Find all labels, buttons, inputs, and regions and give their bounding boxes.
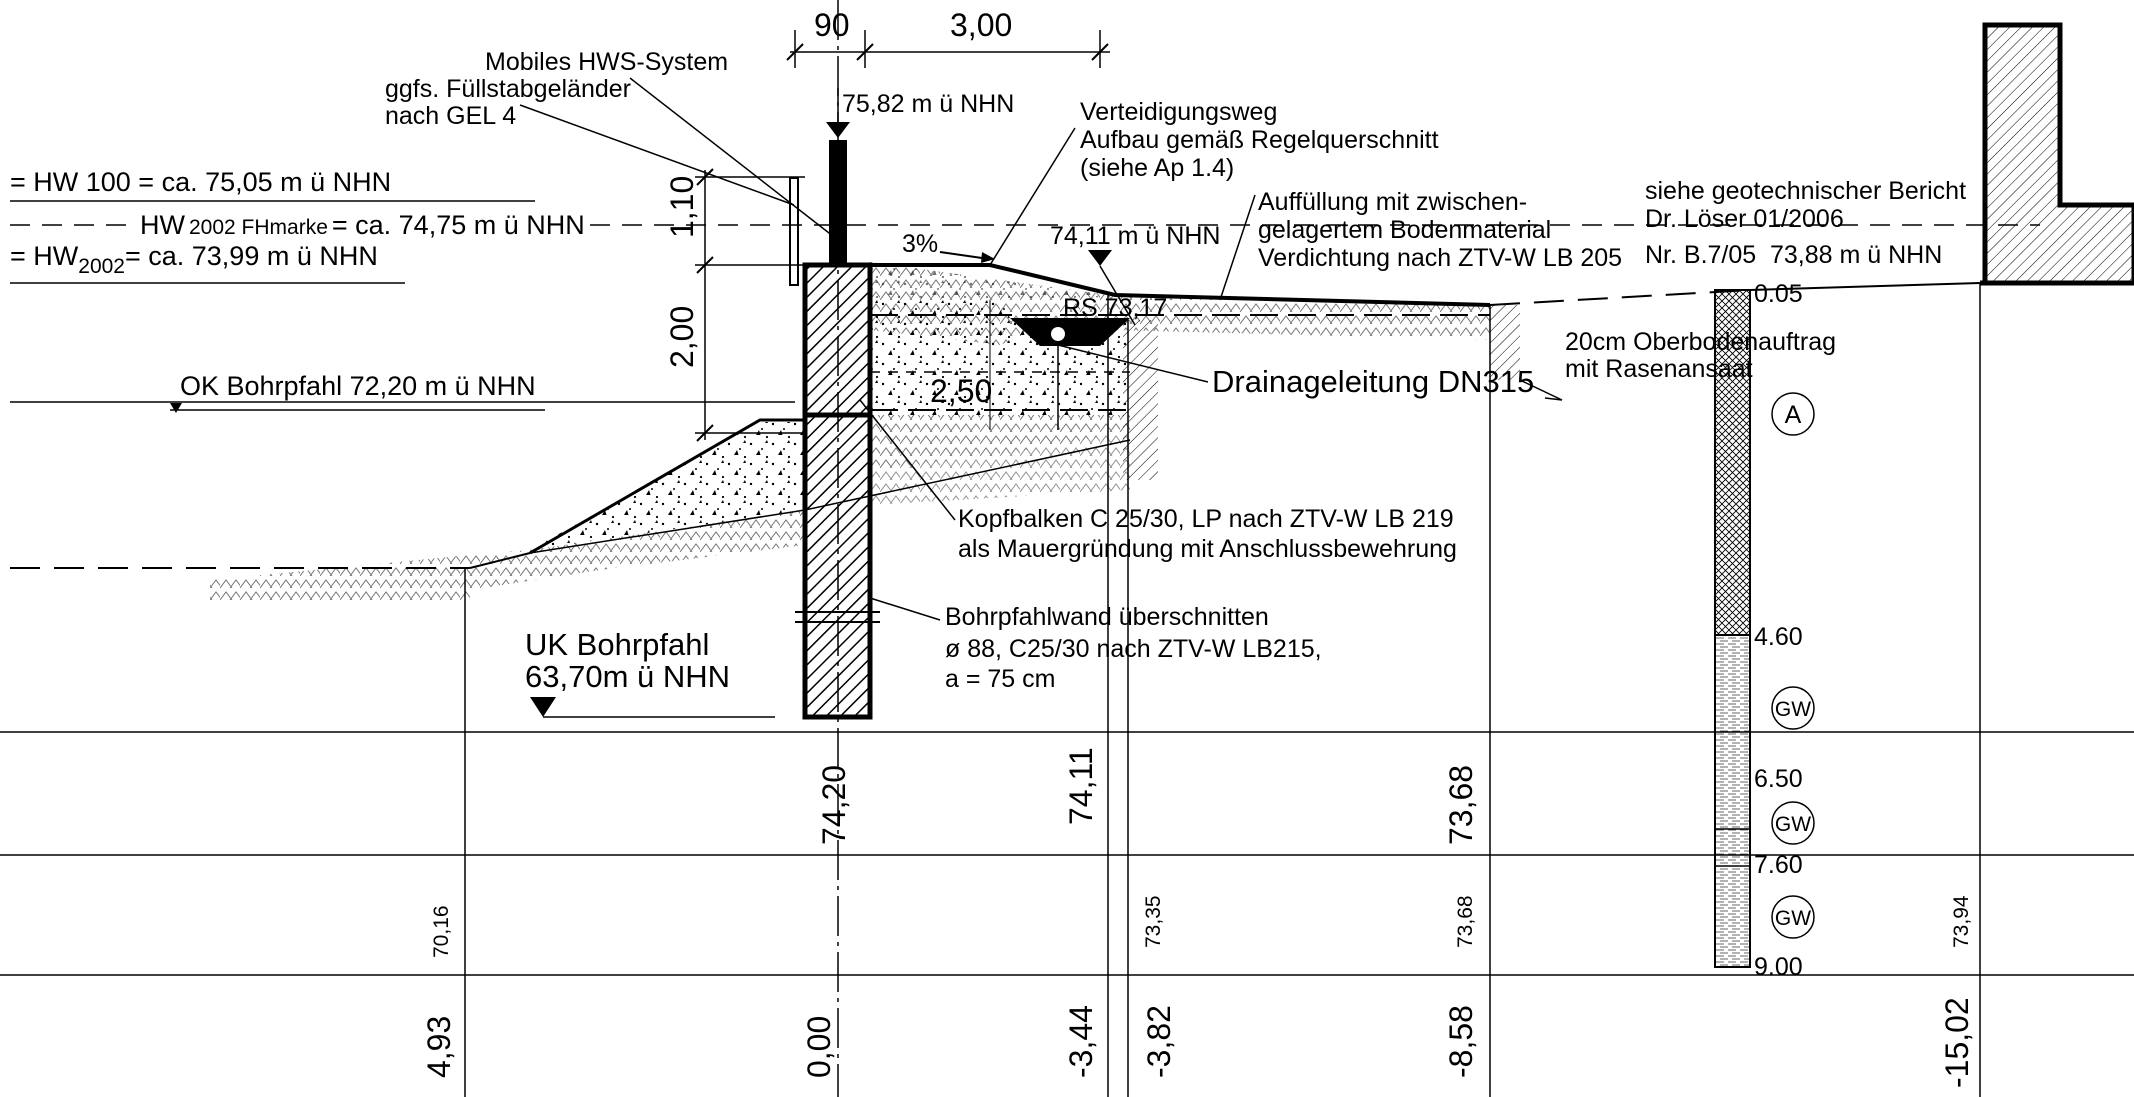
depth-4: 9.00 — [1754, 953, 1803, 981]
crest-marker — [1088, 250, 1112, 266]
depth-1: 4.60 — [1754, 623, 1803, 651]
row3-value-2: -3,44 — [1063, 1005, 1099, 1078]
depth-2: 6.50 — [1754, 765, 1803, 793]
geo-annotation: siehe geotechnischer Bericht Dr. Löser 0… — [1212, 177, 1966, 401]
row3-value-4: -8,58 — [1443, 1005, 1479, 1078]
row3-value-3: -3,82 — [1141, 1005, 1177, 1078]
vw-label-3: (siehe Ap 1.4) — [1080, 154, 1234, 182]
drain-pipe — [1051, 327, 1065, 341]
borehole-id-circle — [1771, 392, 1815, 436]
dimension-lines: 90 3,00 1,10 2,00 2,50 — [664, 7, 1130, 442]
top-wall-label: 75,82 m ü NHN — [842, 90, 1014, 118]
water-levels: = HW 100 = ca. 75,05 m ü NHN HW 2002 FHma… — [10, 167, 2040, 413]
slope-label: 3% — [902, 230, 938, 258]
hw100-label: = HW 100 = ca. 75,05 m ü NHN — [10, 167, 391, 197]
row1-value-1: 74,11 — [1063, 747, 1099, 825]
top-wall-marker — [826, 122, 850, 138]
railing-post — [789, 177, 799, 286]
drain-trench: RS 73,17 — [1010, 294, 1209, 430]
gw-circle-3 — [1771, 895, 1815, 939]
kopf-label-1: Kopfbalken C 25/30, LP nach ZTV-W LB 219 — [958, 505, 1454, 533]
row3-value-5: -15,02 — [1939, 997, 1975, 1088]
pw-label-3: a = 75 cm — [945, 665, 1055, 693]
dim-250: 2,50 — [930, 373, 992, 409]
row2-value-1: 73,35 — [1142, 895, 1165, 948]
station-table: 74,20 74,11 73,68 70,16 73,35 73,68 73,9… — [0, 283, 2134, 1097]
uk-label-1: UK Bohrpfahl — [525, 627, 709, 662]
kopf-label-2: als Mauergründung mit Anschlussbewehrung — [958, 535, 1457, 563]
drain-label: Drainageleitung DN315 — [1212, 364, 1534, 399]
dim-300: 3,00 — [950, 7, 1012, 43]
geo-label-3b: 73,88 m ü NHN — [1770, 241, 1942, 269]
fill-label-3: Verdichtung nach ZTV-W LB 205 — [1258, 244, 1622, 272]
row2-value-2: 73,68 — [1454, 895, 1477, 948]
topsoil-label-1: 20cm Oberbodenauftrag — [1565, 328, 1836, 356]
vw-label-1: Verteidigungsweg — [1080, 98, 1277, 126]
borehole: 0.05 4.60 6.50 7.60 9.00 A GW GW GW — [1714, 280, 1815, 981]
dim-110: 1,10 — [664, 176, 700, 238]
gw-label-3: GW — [1775, 907, 1811, 930]
borehole-id: A — [1785, 401, 1802, 429]
dim-90: 90 — [814, 7, 850, 43]
geo-label-2: Dr. Löser 01/2006 — [1645, 205, 1844, 233]
fill-label-1: Auffüllung mit zwischen- — [1258, 188, 1527, 216]
uk-label-2: 63,70m ü NHN — [525, 659, 730, 694]
uk-marker — [530, 697, 556, 717]
geo-label-1: siehe geotechnischer Bericht — [1645, 177, 1966, 205]
gw-label-2: GW — [1775, 813, 1811, 836]
hws-annotation: Mobiles HWS-System ggfs. Füllstabgelände… — [385, 48, 1014, 241]
hws-label-2: ggfs. Füllstabgeländer — [385, 75, 631, 103]
geo-label-3a: Nr. B.7/05 — [1645, 241, 1756, 269]
row2-value-0: 70,16 — [430, 905, 453, 958]
gw-circle-2 — [1771, 801, 1815, 845]
wall-annotation: Kopfbalken C 25/30, LP nach ZTV-W LB 219… — [525, 399, 1457, 718]
crest-label: 74,11 m ü NHN — [1050, 222, 1220, 250]
hw2002-label: = HW2002= ca. 73,99 m ü NHN — [10, 241, 378, 278]
pw-label-2: ø 88, C25/30 nach ZTV-W LB215, — [945, 635, 1322, 663]
vw-label-2: Aufbau gemäß Regelquerschnitt — [1080, 126, 1439, 154]
ok-pile-marker — [170, 403, 182, 413]
hws-label-3: nach GEL 4 — [385, 102, 516, 130]
fill-label-2: gelagertem Bodenmaterial — [1258, 216, 1551, 244]
row1-value-0: 74,20 — [816, 765, 852, 845]
hws-label-1: Mobiles HWS-System — [485, 48, 728, 76]
crest-annotation: Verteidigungsweg Aufbau gemäß Regelquers… — [902, 98, 1622, 326]
gw-circle-1 — [1771, 686, 1815, 730]
front-slope-fill — [210, 422, 805, 600]
hw2002-fh-label: HW 2002 FHmarke = ca. 74,75 m ü NHN — [140, 210, 585, 240]
topsoil-blocks — [1123, 305, 1520, 480]
row3-value-0: 4,93 — [421, 1016, 457, 1078]
pw-label-1: Bohrpfahlwand überschnitten — [945, 603, 1269, 631]
gw-label-1: GW — [1775, 698, 1811, 721]
row2-value-3: 73,94 — [1950, 895, 1973, 948]
depth-0: 0.05 — [1754, 280, 1803, 308]
rs-label: RS 73,17 — [1063, 294, 1167, 322]
retaining-wall — [789, 0, 880, 1097]
row1-value-2: 73,68 — [1443, 765, 1479, 845]
ok-pile-label: OK Bohrpfahl 72,20 m ü NHN — [180, 371, 536, 401]
building — [1980, 22, 2134, 286]
dim-200: 2,00 — [664, 306, 700, 368]
row3-value-1: 0,00 — [801, 1016, 837, 1078]
